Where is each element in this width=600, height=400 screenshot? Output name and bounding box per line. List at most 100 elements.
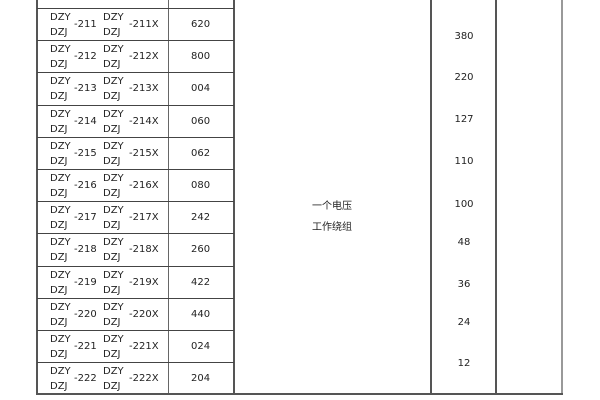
model-prefix-bottom: DZJ: [50, 220, 68, 232]
model-prefix-bottom: DZJ: [50, 284, 68, 296]
model-code: -212: [74, 51, 97, 63]
x-model-prefix-bottom: DZJ: [103, 59, 121, 71]
row-divider: [37, 169, 234, 170]
x-model-code: -218X: [129, 244, 159, 256]
table-row: DZY DZJ -221 DZY DZJ -221X 024: [37, 330, 234, 362]
model-value: 800: [191, 51, 211, 63]
table-border-left: [36, 0, 38, 395]
model-prefix-top: DZY: [50, 108, 71, 120]
model-prefix-bottom: DZJ: [50, 349, 68, 360]
table-row: DZY DZJ -215 DZY DZJ -215X 062: [37, 137, 234, 169]
model-prefix-bottom: DZJ: [50, 27, 68, 38]
x-model-code: -212X: [129, 51, 159, 63]
x-model-code: -220X: [129, 308, 159, 320]
table-row: DZY DZJ -217 DZY DZJ -217X 242: [37, 201, 234, 233]
model-prefix-top: DZY: [50, 76, 71, 88]
x-model-prefix-top: DZY: [103, 269, 124, 281]
x-model-prefix-bottom: DZJ: [103, 220, 121, 232]
x-model-code: -216X: [129, 180, 159, 191]
x-model-code: -214X: [129, 115, 159, 127]
x-model-prefix-bottom: DZJ: [103, 316, 121, 328]
row-divider: [37, 72, 234, 74]
model-prefix-bottom: DZJ: [50, 252, 68, 264]
winding-label-line2: 工作绕组: [312, 222, 352, 233]
model-prefix-bottom: DZJ: [50, 59, 68, 71]
model-prefix-top: DZY: [50, 140, 71, 152]
x-model-prefix-top: DZY: [103, 205, 124, 217]
model-prefix-top: DZY: [50, 173, 71, 184]
table-row: DZY DZJ -216 DZY DZJ -216X 080: [37, 169, 234, 201]
x-model-code: -219X: [129, 276, 159, 288]
row-divider: [37, 201, 234, 203]
x-model-prefix-bottom: DZJ: [103, 27, 121, 38]
model-code: -219: [74, 276, 97, 288]
row-divider: [37, 362, 234, 364]
row-divider: [37, 330, 234, 331]
x-model-code: -213X: [129, 83, 159, 95]
x-model-prefix-top: DZY: [103, 140, 124, 152]
voltage-value: 48: [457, 237, 471, 248]
model-code: -216: [74, 180, 97, 191]
x-model-code: -217X: [129, 212, 159, 224]
model-prefix-top: DZY: [50, 366, 71, 378]
x-model-prefix-top: DZY: [103, 76, 124, 88]
row-divider: [37, 104, 234, 106]
row-divider: [37, 297, 234, 299]
model-value: 060: [191, 115, 211, 127]
table-row: DZY DZJ -213 DZY DZJ -213X 004: [37, 72, 234, 104]
model-value: 080: [191, 180, 211, 191]
voltage-value: 127: [454, 114, 474, 125]
table-row: DZY DZJ -212 DZY DZJ -212X 800: [37, 40, 234, 72]
voltage-value: 110: [454, 156, 474, 167]
table-border-bottom: [37, 393, 563, 395]
model-code: -211: [74, 19, 97, 30]
model-value: 204: [191, 373, 211, 385]
row-divider: [37, 8, 234, 9]
model-value: 004: [191, 83, 211, 95]
x-model-prefix-bottom: DZJ: [103, 349, 121, 360]
column-divider: [495, 0, 497, 395]
x-model-prefix-top: DZY: [103, 173, 124, 184]
table-row: DZY DZJ -214 DZY DZJ -214X 060: [37, 105, 234, 137]
table-row: DZY DZJ -220 DZY DZJ -220X 440: [37, 298, 234, 330]
x-model-prefix-top: DZY: [103, 108, 124, 120]
model-prefix-top: DZY: [50, 334, 71, 345]
model-code: -217: [74, 212, 97, 224]
row-divider: [37, 233, 234, 235]
model-code: -222: [74, 373, 97, 385]
column-divider: [168, 0, 169, 395]
model-code: -215: [74, 147, 97, 159]
model-code: -214: [74, 115, 97, 127]
x-model-prefix-top: DZY: [103, 334, 124, 345]
model-value: 062: [191, 147, 211, 159]
x-model-prefix-bottom: DZJ: [103, 155, 121, 167]
model-prefix-top: DZY: [50, 301, 71, 313]
model-code: -218: [74, 244, 97, 256]
model-code: -220: [74, 308, 97, 320]
x-model-code: -222X: [129, 373, 159, 385]
voltage-value: 24: [457, 317, 471, 328]
table-row: DZY DZJ -211 DZY DZJ -211X 620: [37, 8, 234, 40]
winding-label-line1: 一个电压: [312, 201, 352, 212]
x-model-code: -211X: [129, 19, 159, 30]
model-prefix-bottom: DZJ: [50, 188, 68, 199]
x-model-prefix-top: DZY: [103, 301, 124, 313]
x-model-prefix-bottom: DZJ: [103, 91, 121, 103]
table-border-right: [561, 0, 563, 395]
model-value: 422: [191, 276, 211, 288]
voltage-value: 380: [454, 31, 474, 42]
x-model-code: -221X: [129, 341, 159, 352]
x-model-prefix-top: DZY: [103, 237, 124, 249]
model-prefix-bottom: DZJ: [50, 123, 68, 135]
x-model-prefix-bottom: DZJ: [103, 381, 121, 393]
model-prefix-top: DZY: [50, 44, 71, 56]
voltage-value: 220: [454, 72, 474, 83]
table-row: DZY DZJ -222 DZY DZJ -222X 204: [37, 362, 234, 394]
model-prefix-bottom: DZJ: [50, 381, 68, 393]
row-divider: [37, 136, 234, 138]
x-model-prefix-bottom: DZJ: [103, 284, 121, 296]
x-model-prefix-top: DZY: [103, 366, 124, 378]
voltage-value: 12: [457, 358, 471, 369]
model-prefix-top: DZY: [50, 237, 71, 249]
x-model-prefix-bottom: DZJ: [103, 188, 121, 199]
